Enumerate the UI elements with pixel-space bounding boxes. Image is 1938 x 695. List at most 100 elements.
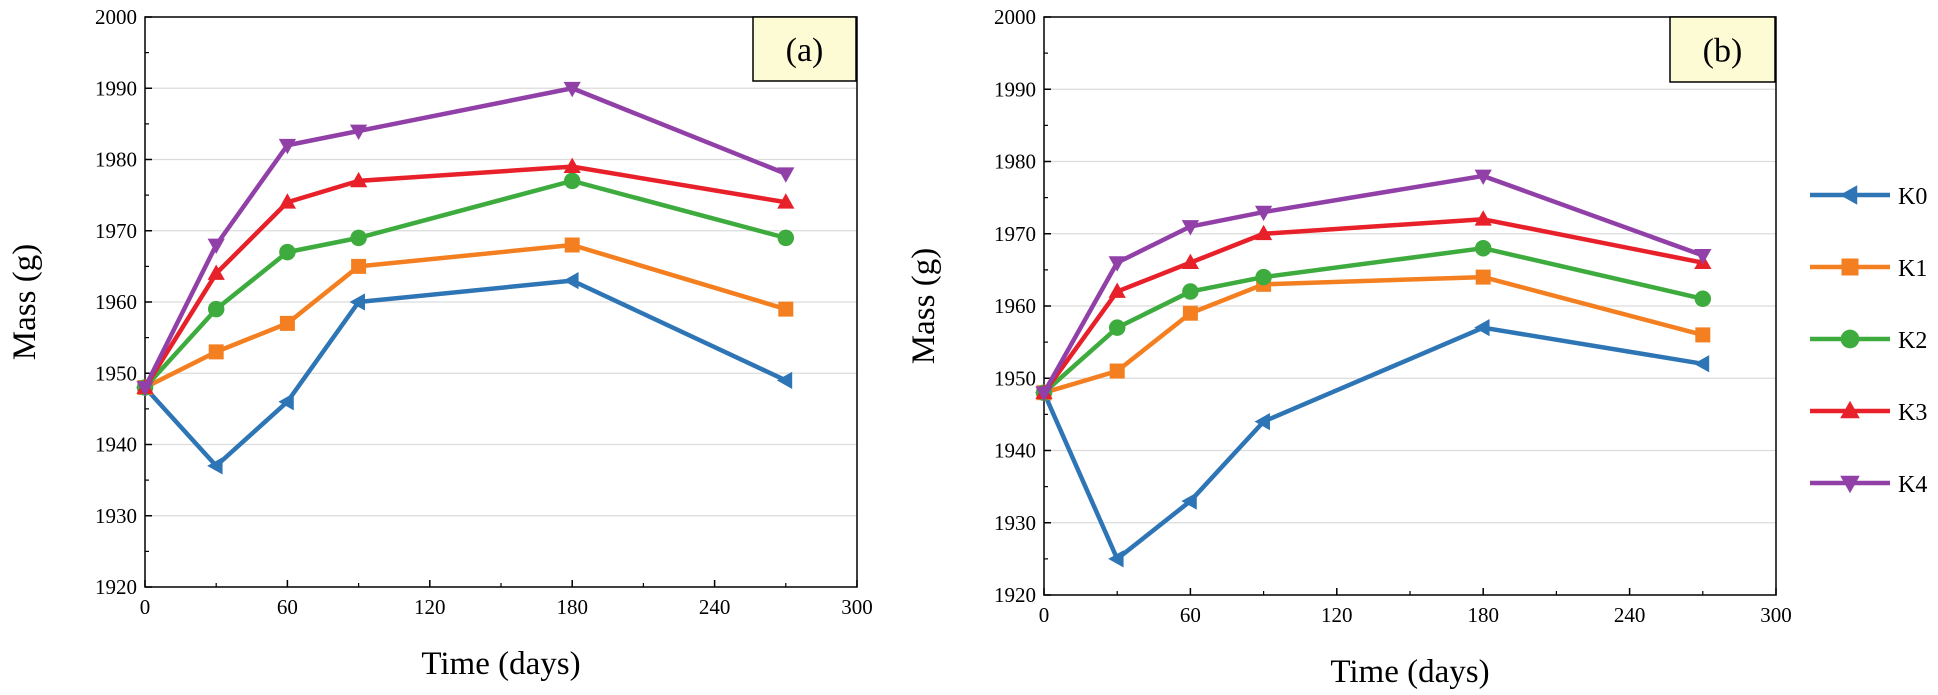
y-tick-label: 1920 (994, 583, 1036, 607)
data-point (1181, 253, 1200, 270)
x-tick-label: 180 (1467, 603, 1499, 627)
data-point (1254, 412, 1270, 431)
data-point (1108, 282, 1126, 298)
x-tick-label: 300 (1760, 603, 1792, 627)
panel-label-box (752, 16, 857, 82)
y-tick-label: 2000 (994, 5, 1036, 29)
data-point (1694, 290, 1712, 308)
data-point (1474, 210, 1492, 226)
y-tick-label: 1990 (95, 76, 137, 100)
legend-marker (1840, 329, 1860, 349)
data-point (351, 258, 367, 274)
series-k0 (136, 272, 793, 475)
y-tick-label: 1960 (95, 290, 137, 314)
y-tick-label: 1920 (95, 575, 137, 599)
series-k2 (1035, 239, 1712, 401)
data-point (1182, 283, 1199, 300)
data-point (1108, 550, 1124, 568)
data-point (563, 157, 581, 173)
y-axis-title: Mass (g) (906, 248, 942, 364)
y-axis-title: Mass (g) (7, 244, 43, 360)
series-k3 (136, 157, 795, 394)
panel-b: 0 60 120 180 240 300 1920 1930 1940 1950 1960 1970 1… (906, 5, 1792, 690)
y-tick-label: 1990 (994, 77, 1036, 101)
data-point (1474, 239, 1492, 257)
data-point (278, 393, 294, 411)
x-tick-label: 240 (699, 595, 731, 619)
data-point (777, 167, 795, 183)
data-point (1109, 363, 1125, 379)
x-tick-label: 60 (277, 595, 298, 619)
y-tick-label: 1930 (95, 504, 137, 528)
data-point (1182, 305, 1198, 321)
y-tick-label: 2000 (95, 5, 137, 29)
data-point (1693, 355, 1710, 373)
legend-label: K3 (1898, 400, 1927, 426)
panel-a: 0 60 120 180 240 300 1920 1930 1940 1950 1960 1970 1… (7, 5, 873, 682)
x-tick-label: 180 (556, 595, 588, 619)
data-point (1108, 319, 1126, 336)
series-line (143, 164, 787, 389)
y-tick-label: 1950 (95, 361, 137, 385)
data-point (777, 193, 795, 209)
series-line (1041, 325, 1704, 562)
legend-marker (1840, 400, 1860, 419)
data-point (349, 124, 368, 140)
y-tick-label: 1930 (994, 511, 1036, 535)
x-tick-label: 0 (1039, 603, 1050, 627)
y-tick-label: 1940 (95, 433, 137, 457)
legend-label: K2 (1898, 328, 1927, 354)
data-point (136, 381, 154, 397)
series-line (1042, 245, 1704, 395)
y-tick-label: 1940 (994, 439, 1036, 463)
series-line (143, 242, 787, 390)
x-tick-label: 60 (1180, 603, 1201, 627)
series-k3 (1035, 210, 1712, 400)
data-point (777, 229, 795, 247)
series-line (1043, 274, 1704, 395)
series-line (1042, 217, 1704, 395)
legend-label: K4 (1898, 472, 1927, 498)
data-point (1694, 249, 1712, 265)
data-point (208, 344, 224, 360)
legend-label: K0 (1898, 184, 1927, 210)
data-point (349, 171, 368, 188)
legend-item-k4: K4 (1810, 472, 1927, 498)
legend-marker (1840, 475, 1860, 494)
data-point (349, 293, 365, 311)
data-point (278, 138, 297, 155)
y-tick-label: 1980 (994, 150, 1036, 174)
data-point (207, 300, 225, 318)
legend-label: K1 (1898, 256, 1927, 282)
x-tick-label: 120 (414, 595, 446, 619)
legend-item-k2: K2 (1810, 328, 1927, 354)
data-point (279, 315, 295, 331)
series-k1 (137, 237, 794, 395)
data-point (1181, 220, 1200, 236)
data-point (1254, 205, 1273, 222)
series-line (143, 178, 787, 390)
data-point (1254, 224, 1273, 241)
panel-label-box (1669, 16, 1776, 83)
x-tick-label: 0 (140, 595, 151, 619)
legend-item-k0: K0 (1810, 184, 1927, 210)
series-line (1042, 173, 1704, 394)
legend-item-k3: K3 (1810, 400, 1927, 426)
data-point (207, 264, 225, 280)
y-tick-label: 1950 (994, 366, 1036, 390)
series-line (142, 86, 787, 389)
series-k4 (1035, 169, 1712, 402)
x-axis-title: Time (days) (1330, 654, 1489, 690)
panel-label: (b) (1703, 33, 1743, 70)
data-point (1474, 169, 1492, 185)
data-point (776, 371, 793, 389)
legend: K0 K1 K2 K3 K4 (1810, 184, 1927, 498)
data-point (563, 172, 581, 190)
y-tick-label: 1970 (95, 219, 137, 243)
data-point (279, 243, 296, 261)
data-point (1255, 268, 1272, 286)
x-tick-label: 300 (841, 595, 873, 619)
legend-marker (1839, 185, 1858, 205)
data-point (563, 81, 581, 98)
x-tick-label: 240 (1614, 603, 1646, 627)
